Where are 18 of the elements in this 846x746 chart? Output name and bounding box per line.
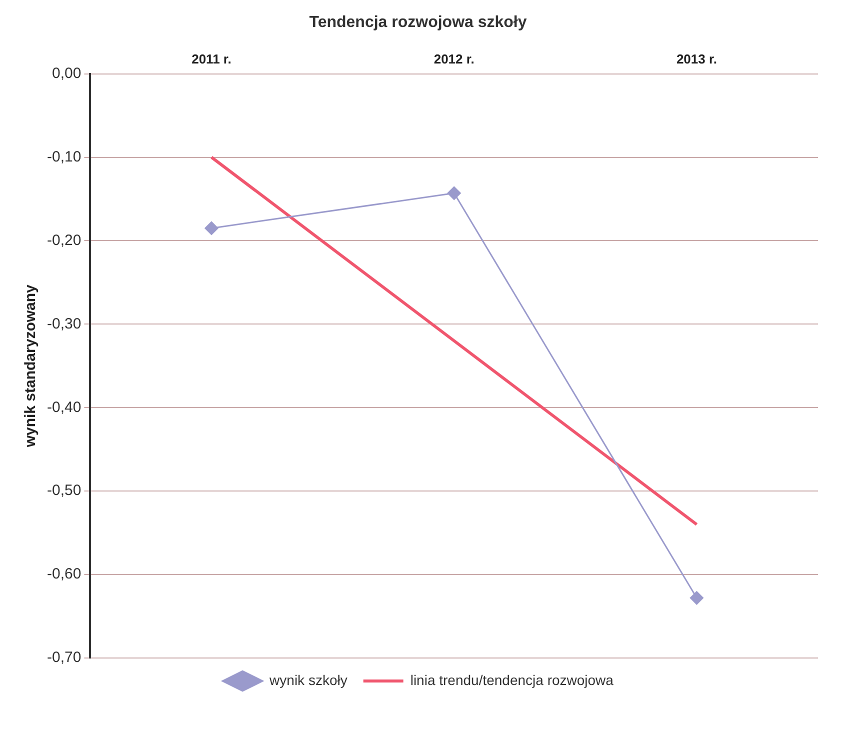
- y-tick-label: -0,70: [46, 649, 82, 666]
- y-tick-label: -0,30: [46, 315, 82, 332]
- y-tick-label: -0,50: [46, 482, 82, 500]
- y-tick-label: -0,60: [46, 566, 82, 583]
- x-tick-label: 2011 r.: [192, 52, 232, 67]
- point: [447, 186, 461, 200]
- legend-label: linia trendu/tendencja rozwojowa: [410, 672, 614, 688]
- chart-title: Tendencja rozwojowa szkoły: [309, 14, 527, 32]
- x-tick-label: 2012 r.: [434, 52, 474, 67]
- y-tick-label: -0,20: [46, 232, 82, 249]
- point: [204, 221, 218, 235]
- legend-label: wynik szkoły: [268, 672, 348, 688]
- y-tick-label: -0,10: [46, 148, 82, 166]
- point: [690, 591, 704, 605]
- x-tick-label: 2013 r.: [676, 52, 717, 67]
- y-axis-title: wynik standaryzowany: [22, 284, 40, 448]
- y-tick-label: 0,00: [52, 64, 82, 82]
- y-tick-label: -0,40: [46, 398, 82, 416]
